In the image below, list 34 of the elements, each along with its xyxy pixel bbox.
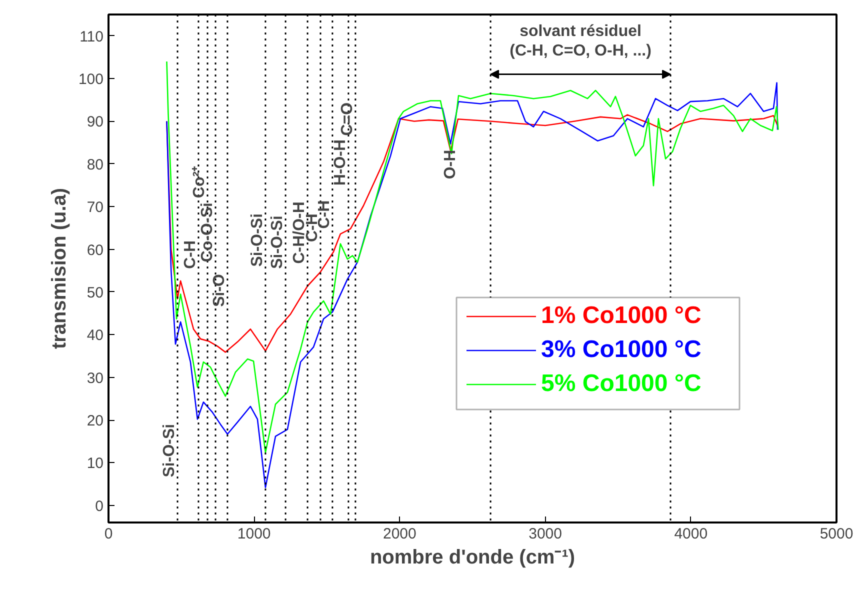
y-tick-label: 110: [80, 28, 104, 46]
y-tick-label: 60: [86, 242, 104, 259]
legend-label: 3% Co1000 °C: [541, 335, 702, 365]
x-tick-label: 1000: [237, 526, 271, 542]
annotation: (C-H, C=O, O-H, ...): [510, 42, 652, 60]
annotation: Si-O-Si: [269, 216, 286, 269]
annotation: Si-O-Si: [248, 213, 266, 267]
annotation: C=O: [338, 102, 356, 136]
annotation: O-H: [442, 150, 460, 180]
annotation: solvant résiduel: [520, 23, 642, 40]
y-tick-label: 30: [86, 370, 104, 387]
y-tick-label: 10: [86, 455, 104, 472]
annotation: Co²⁺: [191, 165, 208, 198]
x-tick-label: 2000: [383, 526, 416, 542]
annotation: C-H: [182, 240, 199, 269]
y-axis-title: transmision (u.a): [48, 188, 70, 350]
y-tick-label: 50: [86, 284, 104, 302]
legend-label: 5% Co1000 °C: [541, 369, 702, 399]
y-tick-label: 40: [86, 327, 104, 344]
y-tick-label: 90: [86, 114, 104, 131]
y-tick-label: 70: [86, 199, 104, 216]
y-tick-label: 0: [95, 498, 104, 515]
y-tick-label: 100: [78, 71, 104, 88]
annotation: H-O-H: [332, 139, 349, 186]
x-tick-label: 3000: [528, 526, 562, 542]
x-tick-label: 4000: [674, 526, 708, 542]
annotation: Si-O: [210, 274, 228, 307]
legend-label: 1% Co1000 °C: [541, 301, 702, 331]
y-tick-label: 80: [86, 156, 104, 174]
annotation: Si-O-Si: [161, 424, 178, 478]
x-axis-title: nombre d'onde (cm⁻¹): [370, 546, 576, 568]
x-tick-label: 5000: [820, 526, 854, 542]
annotation: Co-O-Si: [199, 202, 216, 262]
y-tick-label: 20: [86, 412, 104, 430]
